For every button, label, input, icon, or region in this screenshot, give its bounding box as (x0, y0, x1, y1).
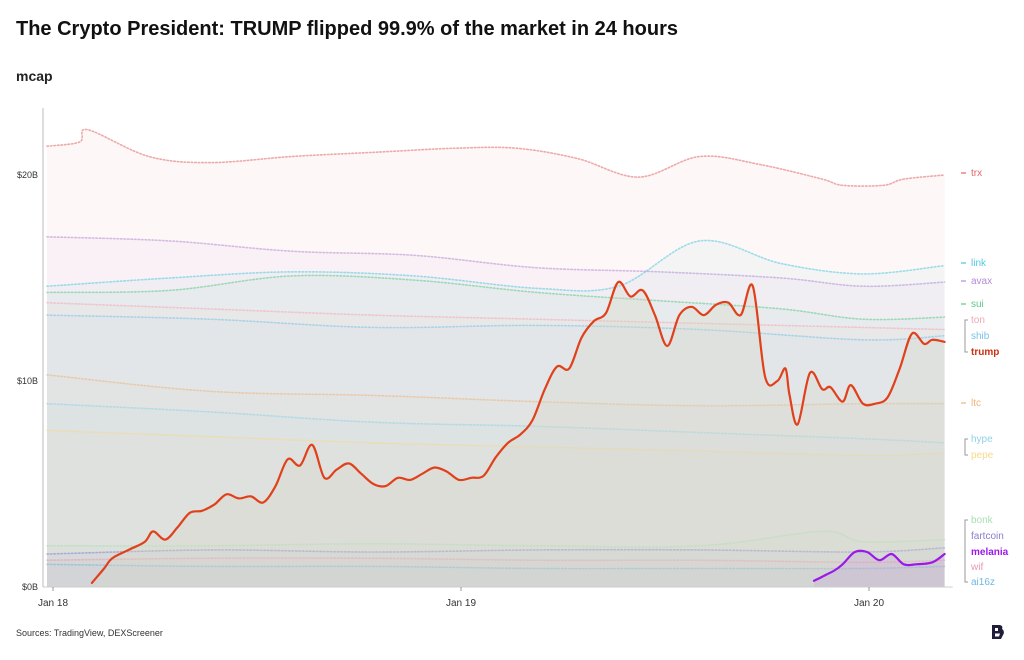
series-line-hype (46, 402, 946, 444)
legend-label-link: link (971, 258, 987, 269)
x-tick-label: Jan 19 (446, 598, 476, 609)
x-tick-label: Jan 18 (38, 598, 68, 609)
y-tick-label: $0B (22, 582, 38, 592)
series-line-trx (46, 128, 946, 187)
source-note: Sources: TradingView, DEXScreener (16, 628, 163, 638)
series-line-avax (46, 236, 946, 288)
legend-label-trump: trump (971, 347, 999, 358)
legend-label-pepe: pepe (971, 450, 994, 461)
legend-label-bonk: bonk (971, 515, 994, 526)
y-tick-label: $10B (17, 376, 38, 386)
legend-label-sui: sui (971, 299, 984, 310)
series-area-ai16z (47, 564, 945, 587)
legend-label-wif: wif (970, 562, 983, 573)
series-area-ton (47, 302, 945, 587)
legend-label-ltc: ltc (971, 398, 981, 409)
legend-label-ai16z: ai16z (971, 577, 995, 588)
series-line-melania (812, 549, 946, 582)
legend-label-avax: avax (971, 276, 992, 287)
y-axis-label: mcap (16, 68, 53, 84)
legend-label-hype: hype (971, 434, 993, 445)
legend-bracket (964, 319, 968, 353)
series-line-ton (46, 301, 946, 331)
x-tick-label: Jan 20 (854, 598, 884, 609)
series-area-ltc (47, 374, 945, 587)
series-area-wif (47, 557, 945, 587)
series-line-shib (46, 314, 946, 341)
series-area-pepe (47, 430, 945, 587)
series-line-link (46, 239, 946, 292)
legend-label-shib: shib (971, 331, 990, 342)
series-area-melania (814, 550, 945, 587)
series-line-fartcoin (46, 547, 946, 555)
legend-label-trx: trx (971, 168, 982, 179)
series-line-trump (90, 280, 946, 584)
brand-logo-icon (992, 625, 1004, 639)
series-line-ltc (46, 374, 946, 407)
page-title: The Crypto President: TRUMP flipped 99.9… (16, 18, 678, 40)
series-area-hype (47, 403, 945, 587)
y-tick-label: $20B (17, 170, 38, 180)
legend-label-ton: ton (971, 315, 985, 326)
legend-bracket (964, 519, 968, 583)
series-area-sui (47, 275, 945, 587)
series-line-ai16z (46, 563, 946, 570)
legend-label-fartcoin: fartcoin (971, 531, 1004, 542)
series-line-sui (46, 274, 946, 321)
series-line-bonk (46, 530, 946, 548)
series-area-link (47, 240, 945, 587)
series-line-wif (46, 557, 946, 564)
legend-bracket (964, 438, 968, 456)
series-area-trx (47, 129, 945, 587)
legend-label-melania: melania (971, 547, 1009, 558)
series-area-shib (47, 315, 945, 587)
series-line-pepe (46, 429, 946, 457)
series-area-trump (91, 281, 945, 587)
